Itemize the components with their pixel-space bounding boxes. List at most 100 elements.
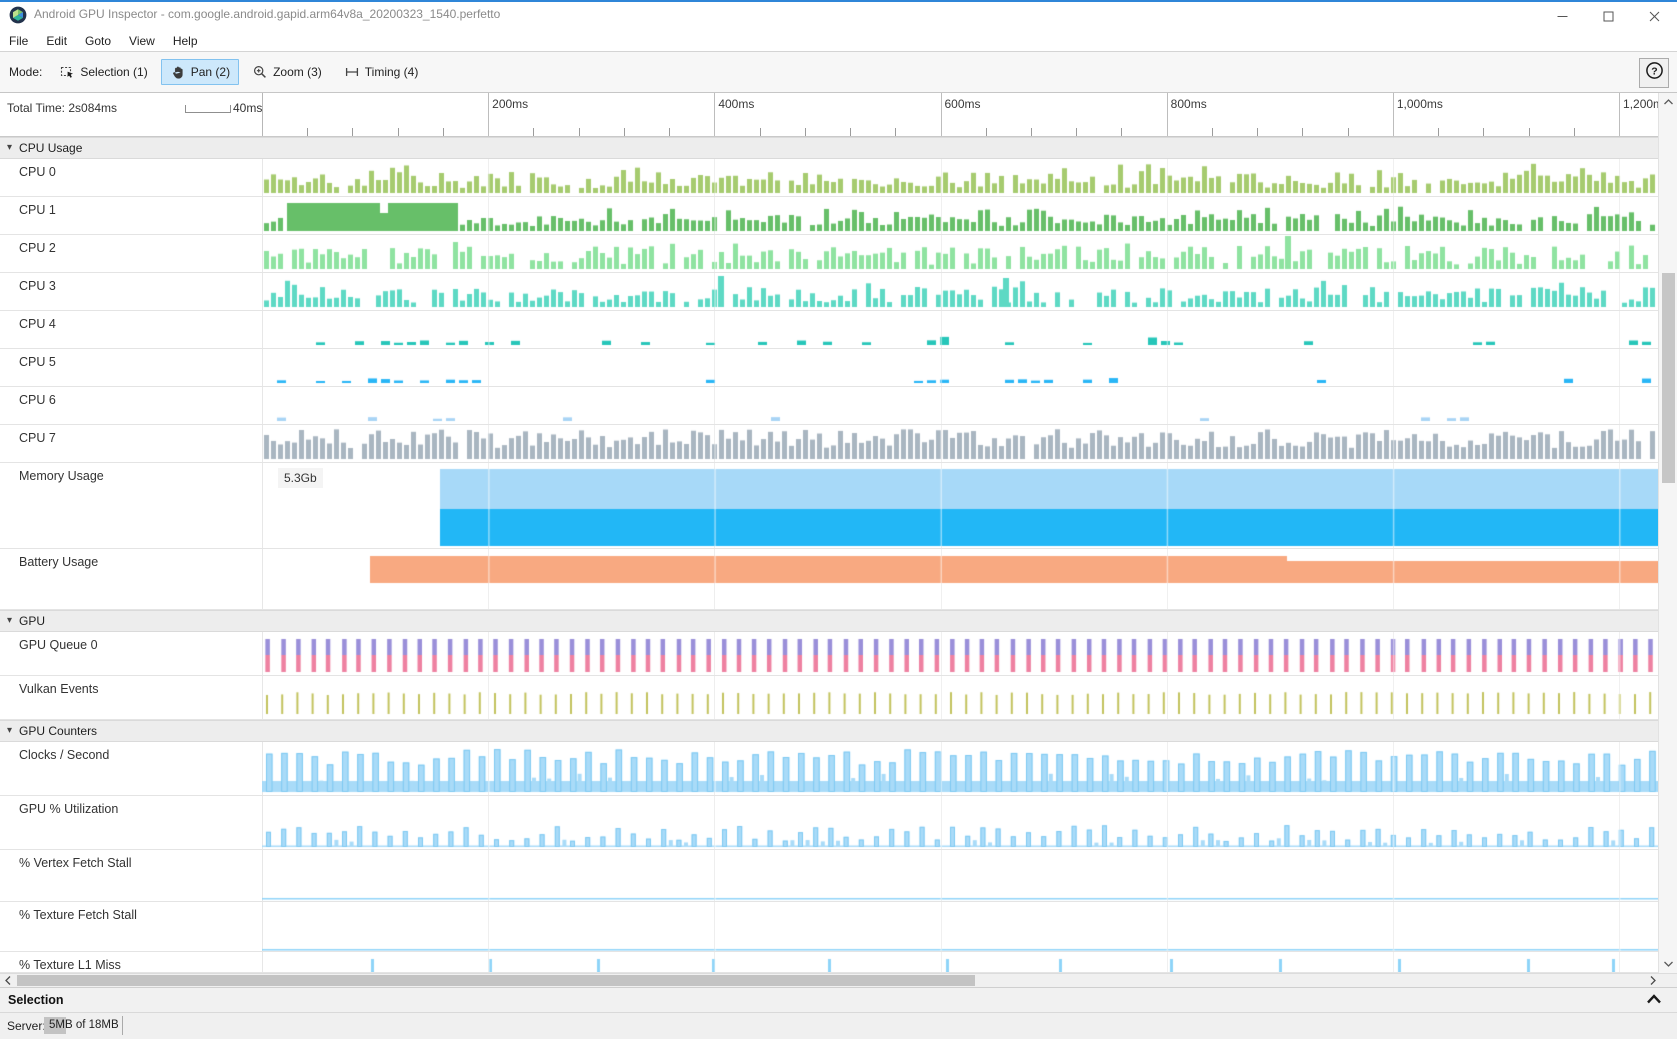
total-time-label: Total Time: 2s084ms — [7, 101, 118, 115]
track-chart[interactable]: 5.3Gb — [262, 463, 1658, 548]
scroll-down-icon[interactable] — [1659, 955, 1677, 972]
track-chart[interactable] — [262, 632, 1658, 675]
track-row-cpu-0: CPU 0 — [0, 159, 1658, 197]
track-chart[interactable] — [262, 311, 1658, 348]
track-chart[interactable] — [262, 425, 1658, 462]
scroll-up-icon[interactable] — [1659, 93, 1677, 110]
ruler-ticks[interactable]: 200ms 400ms 600ms 800ms 1,000ms 1,200ms — [262, 93, 1658, 137]
server-label: Server: — [7, 1019, 46, 1033]
scroll-left-icon[interactable] — [0, 974, 16, 987]
track-label: CPU 5 — [19, 355, 56, 369]
ruler-tick-label: 800ms — [1170, 97, 1207, 111]
menu-item-edit[interactable]: Edit — [46, 33, 68, 48]
collapse-icon[interactable]: ▾ — [7, 615, 13, 626]
svg-text:?: ? — [1651, 65, 1657, 77]
section-header-gpu-counters[interactable]: ▾ GPU Counters — [0, 720, 1658, 742]
menu-bar: File Edit Goto View Help — [0, 30, 1677, 52]
memory-value-label: 5.3Gb — [278, 468, 323, 488]
menu-item-help[interactable]: Help — [172, 33, 198, 48]
ruler-tick-label: 1,000ms — [1396, 97, 1443, 111]
mode-button-pan[interactable]: Pan (2) — [160, 59, 240, 85]
track-chart-canvas — [262, 387, 1658, 424]
scroll-right-icon[interactable] — [1645, 974, 1661, 987]
track-chart[interactable] — [262, 197, 1658, 234]
track-chart[interactable] — [262, 952, 1658, 972]
track-chart[interactable] — [262, 742, 1658, 795]
horizontal-scrollbar-thumb[interactable] — [17, 975, 975, 986]
scale-label: 40ms — [233, 101, 263, 115]
track-label: % Texture L1 Miss — [19, 958, 121, 972]
track-chart[interactable] — [262, 387, 1658, 424]
track-chart[interactable] — [262, 549, 1658, 609]
ruler-minor-tick — [442, 128, 444, 136]
zoom-icon — [252, 64, 268, 80]
ruler-minor-tick — [669, 128, 671, 136]
track-chart[interactable] — [262, 349, 1658, 386]
mode-button-timing[interactable]: Timing (4) — [335, 59, 428, 85]
track-label: Memory Usage — [19, 469, 104, 483]
ruler-minor-tick — [1302, 128, 1304, 136]
menu-item-file[interactable]: File — [9, 33, 29, 48]
menu-item-goto[interactable]: Goto — [85, 33, 112, 48]
ruler-tick-label: 200ms — [492, 97, 529, 111]
title-bar: Android GPU Inspector - com.google.andro… — [0, 2, 1677, 30]
track-label: CPU 3 — [19, 279, 56, 293]
track-row-cpu-2: CPU 2 — [0, 235, 1658, 273]
track-chart[interactable] — [262, 850, 1658, 901]
track-row-gpu-utilization: GPU % Utilization — [0, 796, 1658, 850]
section-header-gpu[interactable]: ▾ GPU — [0, 610, 1658, 632]
track-label: CPU 6 — [19, 393, 56, 407]
expand-panel-icon[interactable] — [1645, 992, 1663, 1010]
track-chart[interactable] — [262, 902, 1658, 951]
ruler-minor-tick — [1438, 128, 1440, 136]
minimize-button[interactable] — [1539, 2, 1585, 30]
track-chart-canvas — [262, 425, 1658, 462]
maximize-button[interactable] — [1585, 2, 1631, 30]
server-memory-progress-fill — [44, 1017, 66, 1034]
timing-icon — [344, 64, 360, 80]
vertical-scrollbar-thumb[interactable] — [1662, 273, 1675, 483]
track-label: CPU 1 — [19, 203, 56, 217]
track-chart-canvas — [262, 235, 1658, 272]
help-button[interactable]: ? — [1639, 58, 1669, 88]
track-row-vulkan-events: Vulkan Events — [0, 676, 1658, 720]
ruler-summary: Total Time: 2s084ms 40ms — [0, 93, 263, 137]
status-bar: Server: 5MB of 18MB — [0, 1012, 1677, 1039]
timeline-area: ▾ CPU Usage CPU 0 CPU 1 CPU 2 CPU 3 CPU 4 CPU 5… — [0, 137, 1658, 973]
ruler-minor-tick — [804, 128, 806, 136]
track-chart[interactable] — [262, 273, 1658, 310]
timeline-ruler: Total Time: 2s084ms 40ms 200ms 400ms 600ms… — [0, 93, 1677, 137]
ruler-minor-tick — [397, 128, 399, 136]
ruler-minor-tick — [1257, 128, 1259, 136]
track-label: CPU 2 — [19, 241, 56, 255]
pan-icon — [170, 64, 186, 80]
ruler-minor-tick — [307, 128, 309, 136]
horizontal-scrollbar[interactable] — [0, 973, 1677, 987]
section-header-cpu-usage[interactable]: ▾ CPU Usage — [0, 137, 1658, 159]
ruler-major-tick — [488, 93, 490, 136]
status-separator — [122, 1016, 123, 1035]
track-chart[interactable] — [262, 676, 1658, 719]
track-label: CPU 0 — [19, 165, 56, 179]
collapse-icon[interactable]: ▾ — [7, 725, 13, 736]
mode-button-selection[interactable]: Selection (1) — [50, 59, 156, 85]
close-button[interactable] — [1631, 2, 1677, 30]
collapse-icon[interactable]: ▾ — [7, 142, 13, 153]
mode-button-zoom[interactable]: Zoom (3) — [243, 59, 331, 85]
track-chart-canvas — [262, 273, 1658, 310]
ruler-minor-tick — [850, 128, 852, 136]
track-row-battery-usage: Battery Usage — [0, 549, 1658, 610]
ruler-minor-tick — [1573, 128, 1575, 136]
menu-item-view[interactable]: View — [129, 33, 155, 48]
vertical-scrollbar[interactable] — [1658, 93, 1677, 973]
help-icon: ? — [1645, 61, 1664, 85]
window-accent-border — [0, 0, 1677, 2]
section-label: CPU Usage — [19, 141, 83, 155]
track-chart[interactable] — [262, 235, 1658, 272]
track-chart[interactable] — [262, 159, 1658, 196]
track-chart[interactable] — [262, 796, 1658, 849]
track-chart-canvas — [262, 349, 1658, 386]
ruler-minor-tick — [895, 128, 897, 136]
track-row-gpu-queue-0: GPU Queue 0 — [0, 632, 1658, 676]
ruler-minor-tick — [533, 128, 535, 136]
